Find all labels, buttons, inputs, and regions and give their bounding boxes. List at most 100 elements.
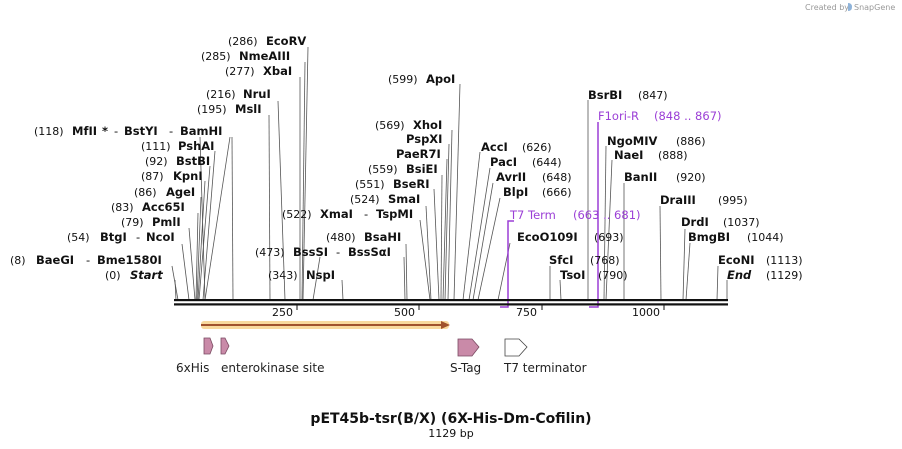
svg-text:BanII: BanII — [624, 170, 657, 184]
feature-t7-terminator[interactable]: T7 terminator — [503, 338, 587, 375]
svg-text:(886): (886) — [676, 135, 706, 148]
svg-text:Bme1580I: Bme1580I — [97, 253, 162, 267]
svg-text:(559): (559) — [368, 163, 398, 176]
site-bsahi[interactable]: (480) BsaHI — [326, 230, 401, 244]
site-acc65i[interactable]: (83) Acc65I — [111, 200, 185, 214]
primer-range: (663 .. 681) — [573, 208, 641, 222]
credit-prefix: Created by — [805, 3, 849, 12]
site-xmai[interactable]: (522) XmaI - TspMI — [282, 207, 413, 221]
primer-f1ori-r[interactable]: F1ori-R (848 .. 867) — [589, 109, 722, 308]
primer-name: F1ori-R — [598, 109, 639, 123]
svg-text:BssSαI: BssSαI — [348, 245, 391, 259]
site-tsoi[interactable]: TsoI (790) — [560, 268, 628, 282]
svg-text:(216): (216) — [206, 88, 236, 101]
site-ngomiv[interactable]: NgoMIV (886) — [607, 134, 706, 148]
tick-1000: 1000 — [632, 306, 660, 319]
svg-text:(195): (195) — [197, 103, 227, 116]
svg-text:(666): (666) — [542, 186, 572, 199]
svg-text:(648): (648) — [542, 171, 572, 184]
svg-text:BsrBI: BsrBI — [588, 88, 622, 102]
feature-6xhis[interactable]: 6xHis — [176, 337, 214, 375]
site-acci[interactable]: AccI (626) — [481, 140, 552, 154]
site-avrii[interactable]: AvrII (648) — [496, 170, 572, 184]
snapgene-logo-icon — [848, 3, 852, 11]
site-sfci[interactable]: SfcI (768) — [549, 253, 620, 267]
site-xbai[interactable]: (277) XbaI — [225, 64, 292, 78]
site-bstbi[interactable]: (92) BstBI — [145, 154, 210, 168]
svg-text:AvrII: AvrII — [496, 170, 526, 184]
svg-text:SmaI: SmaI — [388, 192, 420, 206]
svg-text:-: - — [114, 124, 118, 138]
tick-750: 750 — [516, 306, 537, 319]
svg-text:(277): (277) — [225, 65, 255, 78]
site-pmli[interactable]: (79) PmlI — [121, 215, 181, 229]
site-banii[interactable]: BanII (920) — [624, 170, 706, 184]
svg-text:(644): (644) — [532, 156, 562, 169]
svg-text:(286): (286) — [228, 35, 258, 48]
site-kpni[interactable]: (87) KpnI — [141, 169, 203, 183]
svg-text:(693): (693) — [594, 231, 624, 244]
svg-text:AccI: AccI — [481, 140, 508, 154]
site-bsiei[interactable]: (559) BsiEI — [368, 162, 438, 176]
site-ecoo109i[interactable]: EcoO109I (693) — [517, 230, 624, 244]
site-nspi[interactable]: (343) NspI — [268, 268, 335, 282]
site-xhoi[interactable]: (569) XhoI — [375, 118, 442, 132]
site-start[interactable]: (0) Start — [105, 268, 163, 282]
orf-arrow[interactable] — [201, 321, 450, 329]
site-msli[interactable]: (195) MslI — [197, 102, 262, 116]
svg-text:BsaHI: BsaHI — [364, 230, 401, 244]
site-btgi[interactable]: (54) BtgI - NcoI — [67, 230, 175, 244]
svg-text:(118): (118) — [34, 125, 64, 138]
site-econi[interactable]: EcoNI (1113) — [718, 253, 803, 267]
sequence-backbone — [174, 299, 728, 306]
site-draiii[interactable]: DraIII (995) — [660, 193, 748, 207]
svg-text:(86): (86) — [134, 186, 157, 199]
svg-text:(995): (995) — [718, 194, 748, 207]
svg-text:(522): (522) — [282, 208, 312, 221]
svg-text:(920): (920) — [676, 171, 706, 184]
svg-text:-: - — [86, 253, 90, 267]
site-smai[interactable]: (524) SmaI — [350, 192, 420, 206]
site-baegi[interactable]: (8) BaeGI - Bme1580I — [10, 253, 162, 267]
svg-text:XmaI: XmaI — [320, 207, 353, 221]
site-bsssi[interactable]: (473) BssSI - BssSαI — [255, 245, 391, 259]
site-bseri[interactable]: (551) BseRI — [355, 177, 430, 191]
site-pshai[interactable]: (111) PshAI — [141, 139, 214, 153]
site-paci[interactable]: PacI (644) — [490, 155, 562, 169]
site-ecorv[interactable]: (286) EcoRV — [228, 34, 306, 48]
svg-text:Start: Start — [130, 268, 163, 282]
svg-text:(888): (888) — [658, 149, 688, 162]
site-pspxi[interactable]: PspXI — [406, 132, 442, 146]
primer-t7-term[interactable]: T7 Term (663 .. 681) — [500, 208, 641, 308]
site-bsrbi[interactable]: BsrBI (847) — [588, 88, 668, 102]
site-drdi[interactable]: DrdI (1037) — [681, 215, 760, 229]
svg-text:EcoRV: EcoRV — [266, 34, 306, 48]
feature-s-tag[interactable]: S-Tag — [450, 338, 481, 375]
site-nrui[interactable]: (216) NruI — [206, 87, 271, 101]
svg-text:DrdI: DrdI — [681, 215, 709, 229]
site-naei[interactable]: NaeI (888) — [614, 148, 688, 162]
svg-text:NgoMIV: NgoMIV — [607, 134, 657, 148]
site-blpi[interactable]: BlpI (666) — [503, 185, 572, 199]
svg-text:BsiEI: BsiEI — [406, 162, 438, 176]
site-paer7i[interactable]: PaeR7I — [396, 147, 441, 161]
svg-text:PaeR7I: PaeR7I — [396, 147, 441, 161]
svg-text:Acc65I: Acc65I — [142, 200, 185, 214]
site-apoi[interactable]: (599) ApoI — [388, 72, 455, 86]
svg-text:(343): (343) — [268, 269, 298, 282]
site-nmeaiii[interactable]: (285) NmeAIII — [201, 49, 290, 63]
svg-text:BamHI: BamHI — [180, 124, 222, 138]
site-agei[interactable]: (86) AgeI — [134, 185, 195, 199]
svg-text:(1129): (1129) — [766, 269, 803, 282]
feature-label: 6xHis — [176, 361, 209, 375]
site-bmgbi[interactable]: BmgBI (1044) — [688, 230, 784, 244]
site-mfli[interactable]: (118) MfII * - BstYI - BamHI — [34, 124, 222, 138]
svg-text:BtgI: BtgI — [100, 230, 127, 244]
svg-text:-: - — [336, 245, 340, 259]
svg-text:(8): (8) — [10, 254, 26, 267]
svg-text:BssSI: BssSI — [293, 245, 328, 259]
site-end[interactable]: End (1129) — [727, 268, 803, 282]
feature-enterokinase-site[interactable]: enterokinase site — [220, 337, 324, 375]
svg-text:(54): (54) — [67, 231, 90, 244]
